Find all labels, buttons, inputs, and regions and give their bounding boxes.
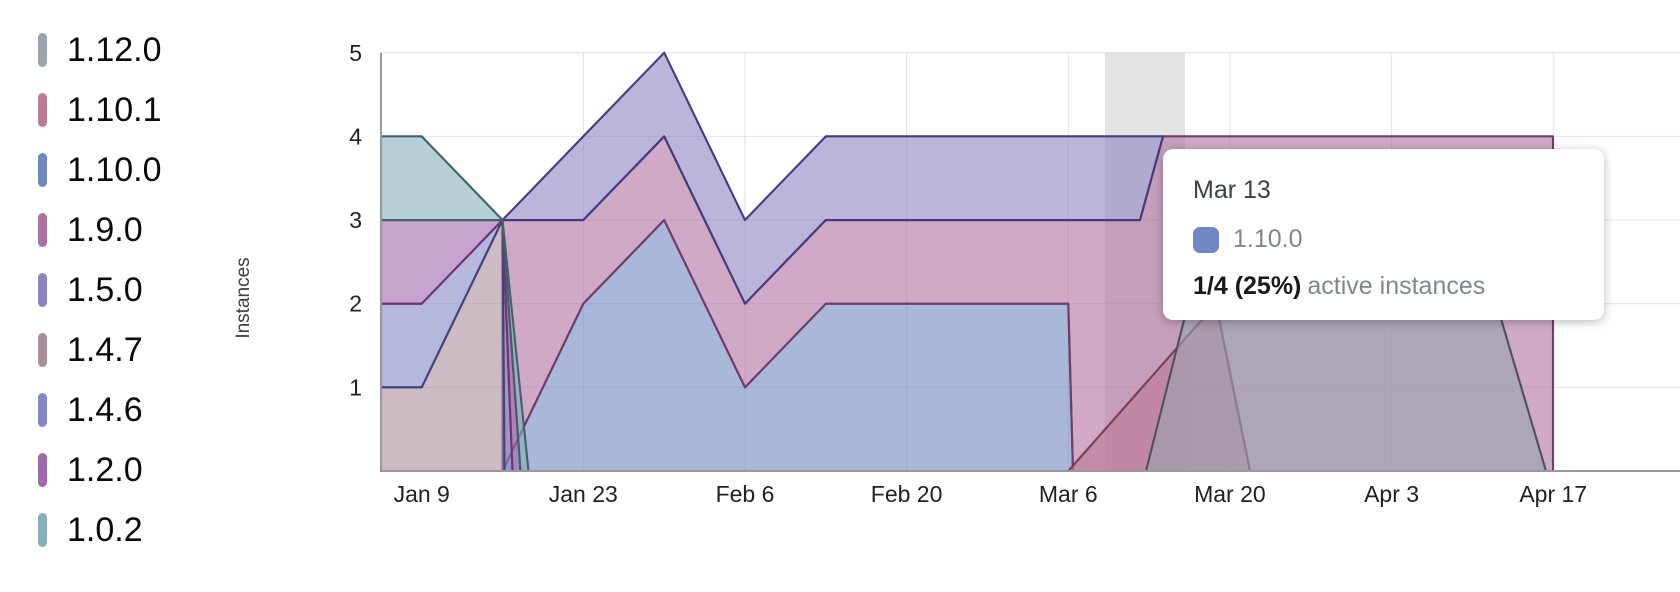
svg-text:Mar 20: Mar 20 [1194, 481, 1266, 507]
svg-text:1: 1 [349, 374, 362, 400]
svg-text:Jan 9: Jan 9 [394, 481, 450, 507]
svg-text:2: 2 [349, 291, 362, 317]
svg-text:Feb 6: Feb 6 [716, 481, 775, 507]
svg-text:Apr 17: Apr 17 [1519, 481, 1587, 507]
svg-text:Jan 23: Jan 23 [549, 481, 618, 507]
svg-text:4: 4 [349, 124, 362, 150]
svg-text:Mar 6: Mar 6 [1039, 481, 1098, 507]
svg-text:Feb 20: Feb 20 [871, 481, 943, 507]
svg-text:5: 5 [349, 40, 362, 66]
svg-text:3: 3 [349, 207, 362, 233]
svg-text:Apr 3: Apr 3 [1364, 481, 1419, 507]
